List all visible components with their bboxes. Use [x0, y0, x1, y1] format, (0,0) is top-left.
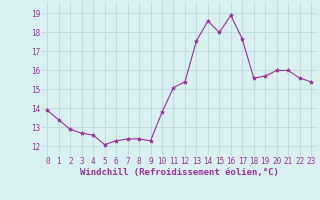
X-axis label: Windchill (Refroidissement éolien,°C): Windchill (Refroidissement éolien,°C): [80, 168, 279, 177]
